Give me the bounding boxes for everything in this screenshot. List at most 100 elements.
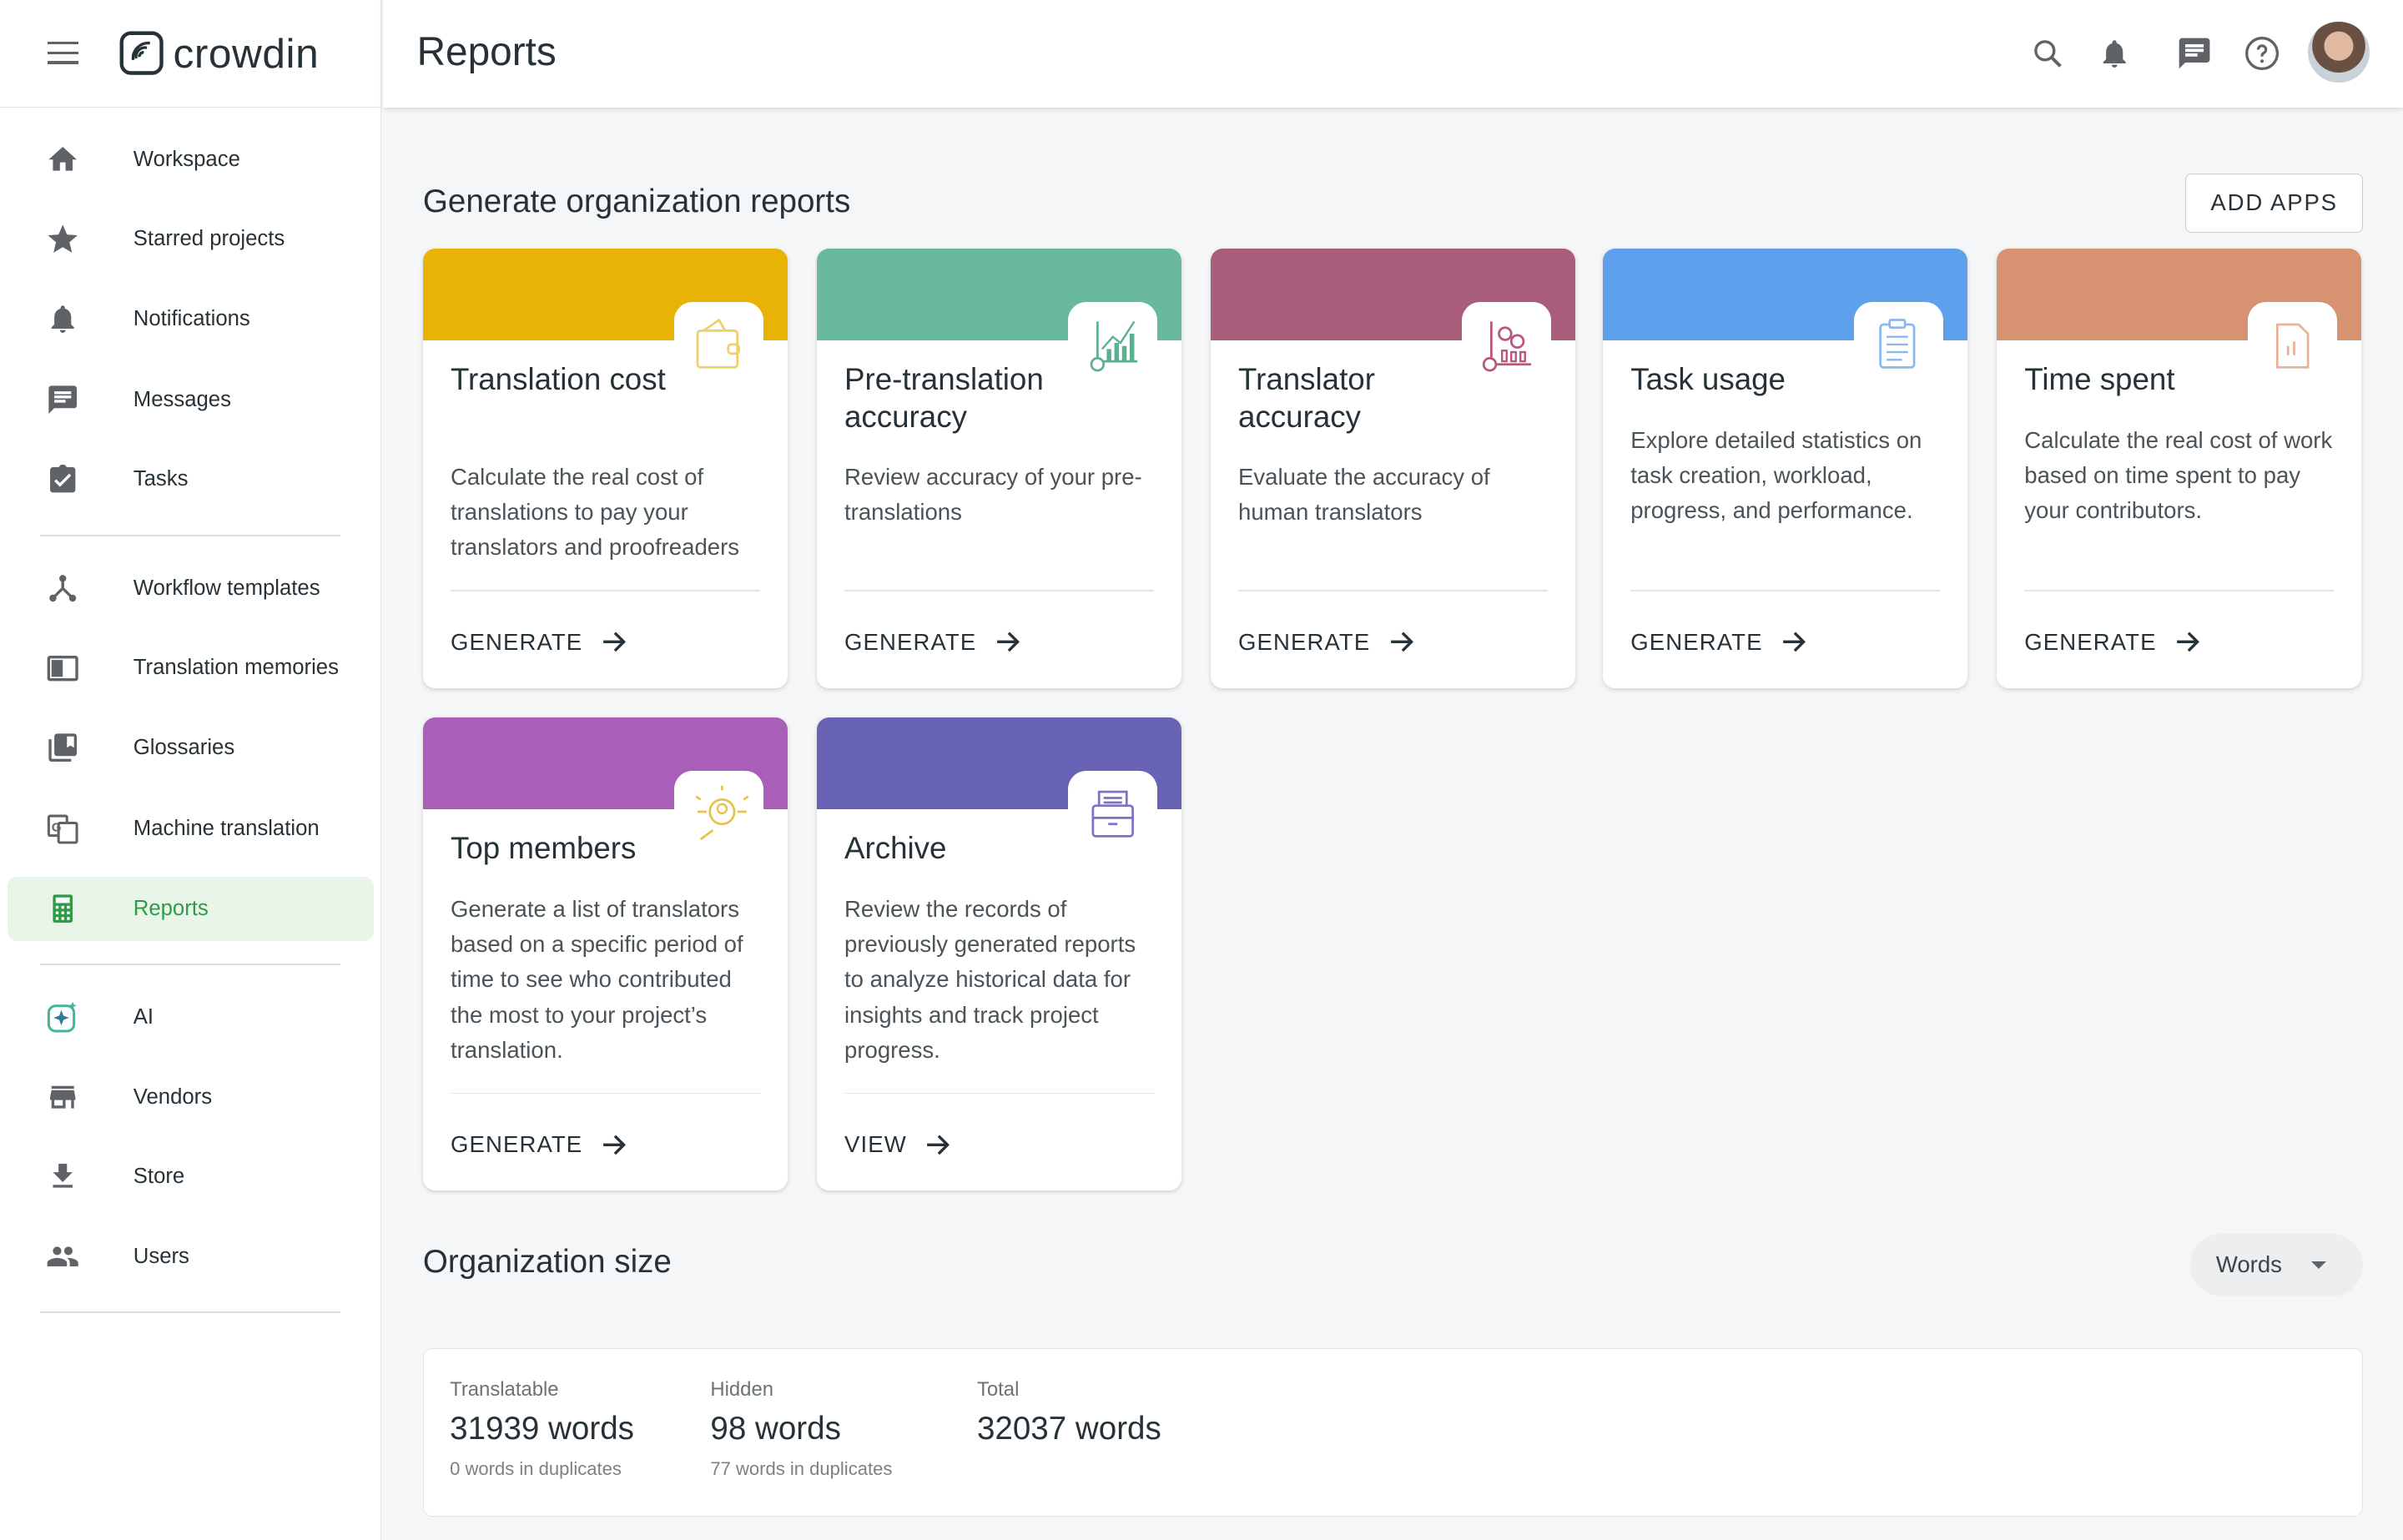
report-card-archive[interactable]: Archive Review the records of previously … [816,717,1182,1191]
card-title: Archive [844,831,947,866]
people-chart-icon [1462,301,1551,391]
stat-label: Translatable [450,1378,559,1402]
sidebar-item-label: Machine translation [133,817,320,841]
clipboard-check-icon [46,463,79,496]
generate-button[interactable]: GENERATE [451,1130,628,1160]
sidebar-item-vendors[interactable]: Vendors [8,1065,374,1130]
sidebar-item-label: Vendors [133,1085,213,1109]
sidebar-item-label: Workflow templates [133,576,320,600]
sidebar: crowdin Workspace Starred projects Notific… [0,0,382,1540]
generate-button[interactable]: GENERATE [451,627,628,657]
card-divider [844,590,1155,591]
stat-value: 32037 words [976,1411,1161,1447]
store-front-icon [46,1080,79,1114]
sidebar-item-workflow-templates[interactable]: Workflow templates [8,556,374,621]
report-card-translator-accuracy[interactable]: Translator accuracy Evaluate the accuracy… [1210,248,1576,688]
arrow-right-icon [602,1135,626,1155]
top-header: Reports [383,0,2403,108]
card-description: Review the records of previously generat… [844,895,1136,1063]
sidebar-item-notifications[interactable]: Notifications [8,286,374,350]
sidebar-item-users[interactable]: Users [8,1225,374,1289]
sidebar-item-workspace[interactable]: Workspace [8,127,374,191]
menu-icon[interactable] [47,41,78,65]
stat-label: Hidden [710,1378,773,1402]
action-label: VIEW [844,1131,907,1158]
card-description: Calculate the real cost of work based on… [2024,426,2333,524]
action-label: GENERATE [450,628,583,655]
sidebar-item-reports[interactable]: Reports [8,876,375,941]
stat-hidden: Hidden 98 words 77 words in duplicates [710,1378,892,1480]
org-size-stats: Translatable 31939 words 0 words in duplic… [422,1348,2364,1517]
sidebar-item-messages[interactable]: Messages [8,368,374,432]
bell-icon[interactable] [2095,33,2135,73]
sidebar-divider [39,1311,340,1314]
user-avatar[interactable] [2308,21,2370,83]
generate-button[interactable]: GENERATE [2024,627,2202,657]
sidebar-item-label: Workspace [133,147,240,171]
arrow-right-icon [996,632,1020,652]
card-divider [844,1092,1155,1095]
document-chart-icon [2248,301,2337,391]
sidebar-item-ai[interactable]: AI [8,985,374,1049]
action-label: GENERATE [450,1131,583,1158]
card-description: Calculate the real cost of translations … [450,463,740,561]
card-title: Translator accuracy [1238,362,1375,434]
calculator-icon [46,892,79,925]
caret-down-icon [2311,1261,2327,1269]
page-title: Reports [416,29,557,74]
card-title: Top members [450,831,637,866]
unit-select-dropdown[interactable]: Words [2189,1233,2364,1296]
unit-select-value: Words [2215,1251,2282,1278]
card-divider [1630,590,1941,591]
crowdin-logo-icon [119,31,164,75]
sidebar-item-store[interactable]: Store [8,1145,374,1209]
stat-value: 98 words [710,1411,841,1447]
member-search-icon [674,770,763,860]
card-divider [2024,590,2335,591]
chat-icon[interactable] [2174,33,2214,73]
sidebar-header: crowdin [0,0,381,108]
report-card-task-usage[interactable]: Task usage Explore detailed statistics on… [1603,248,1968,688]
svg-text:G: G [52,821,62,835]
help-icon[interactable] [2242,33,2282,73]
bell-icon [46,302,79,335]
sidebar-item-glossaries[interactable]: Glossaries [8,716,374,780]
sidebar-item-tasks[interactable]: Tasks [8,447,374,511]
clipboard-list-icon [1854,301,1943,391]
action-label: GENERATE [1630,628,1763,655]
card-title: Translation cost [450,362,666,397]
action-label: GENERATE [844,628,977,655]
archive-icon [1068,770,1157,860]
generate-button[interactable]: GENERATE [1238,627,1416,657]
stat-sub: 0 words in duplicates [450,1458,622,1480]
download-icon [46,1160,79,1193]
action-label: GENERATE [2024,628,2157,655]
generate-button[interactable]: GENERATE [844,627,1022,657]
action-label: GENERATE [1238,628,1371,655]
card-divider [1238,590,1549,591]
arrow-right-icon [1390,632,1413,652]
view-button[interactable]: VIEW [844,1130,953,1160]
report-card-pre-translation-accuracy[interactable]: Pre-translation accuracy Review accuracy … [816,248,1182,688]
card-title: Pre-translation accuracy [844,362,1044,434]
sidebar-item-translation-memories[interactable]: Translation memories [8,636,374,700]
report-card-time-spent[interactable]: Time spent Calculate the real cost of wor… [1997,248,2362,688]
generate-button[interactable]: GENERATE [1630,627,1808,657]
add-apps-button[interactable]: ADD APPS [2185,173,2364,234]
stat-sub: 77 words in duplicates [710,1458,893,1480]
sidebar-item-machine-translation[interactable]: G Machine translation [8,797,374,861]
sidebar-item-starred-projects[interactable]: Starred projects [8,207,374,271]
stat-label: Total [976,1378,1020,1402]
sidebar-item-label: Store [133,1165,185,1189]
crowdin-logo[interactable]: crowdin [119,29,319,78]
glossary-icon [46,731,79,764]
org-size-title: Organization size [422,1244,672,1281]
sidebar-item-label: AI [133,1005,154,1029]
translation-memory-icon [46,652,79,685]
wallet-icon [674,301,763,391]
report-card-top-members[interactable]: Top members Generate a list of translator… [422,717,788,1191]
search-icon[interactable] [2028,33,2068,73]
sidebar-item-label: Users [133,1244,189,1268]
report-card-translation-cost[interactable]: Translation cost Calculate the real cost … [422,248,788,688]
sidebar-item-label: Notifications [133,306,250,330]
